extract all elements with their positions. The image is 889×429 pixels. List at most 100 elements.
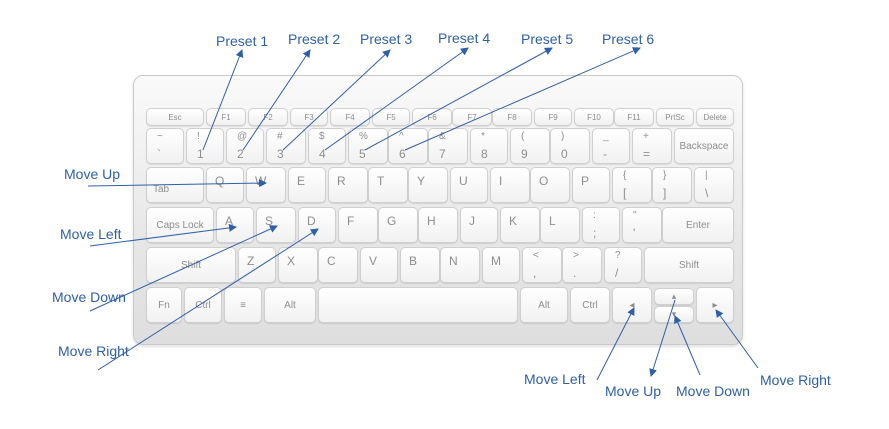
key-label: ` [157,147,161,161]
key-v: V [360,247,398,283]
key-label: Delete [703,113,727,122]
key-shift-symbol: ( [521,131,525,142]
bracket-right-key: }] [652,167,692,203]
arrow-down-key: ▾ [654,306,694,323]
equals-key: + = [632,128,672,164]
label-move-right-left: Move Right [58,343,129,359]
key-label: F1 [221,113,231,122]
key-label: S [265,214,274,228]
key-label: 4 [319,147,326,161]
label-move-up-left: Move Up [64,166,121,182]
key-label: Alt [284,300,296,311]
key-shift-symbol: ! [197,131,200,142]
key-shift-symbol: $ [319,131,325,142]
backtick-key: ~ ` [146,128,184,164]
key-label: PrtSc [665,113,685,122]
label-preset-4: Preset 4 [438,30,491,46]
arrow-preset-1 [202,49,244,151]
key-label: T [377,174,385,188]
key-label: ◂ [629,300,635,311]
key-t: T [368,167,408,203]
key-label: \ [705,186,709,200]
key-m: M [482,247,520,283]
backslash-key: | \ [694,167,734,203]
f9-key: F9 [534,108,572,126]
label-move-down-right: Move Down [676,383,750,399]
label-preset-3: Preset 3 [360,31,413,47]
key-label: M [491,254,501,268]
label-preset-1: Preset 1 [216,33,269,49]
label-move-left-right: Move Left [524,371,586,387]
key-k: K [500,207,540,243]
arrow-preset-3 [282,49,391,151]
key-shift-symbol: " [633,210,637,221]
key-label: = [643,147,651,161]
arrow-move-right-left [97,228,319,371]
key-label: Enter [686,220,710,231]
key-label: Tab [153,184,170,195]
arrow-preset-2 [242,49,311,151]
arrow-move-up-left [87,179,267,188]
right-alt-key: Alt [520,287,568,323]
key-2: @2 [226,128,264,164]
key-q: Q [206,167,244,203]
key-y: Y [408,167,448,203]
key-label: X [287,254,296,268]
key-label: 5 [359,147,366,161]
f10-key: F10 [574,108,614,126]
key-label: 0 [561,147,568,161]
key-label: [ [623,186,627,200]
key-shift-symbol: ? [615,250,621,261]
f8-key: F8 [492,108,532,126]
key-shift-symbol: % [359,131,368,142]
key-label: F7 [467,113,477,122]
key-9: (9 [510,128,550,164]
key-label: O [539,174,549,188]
key-label: F2 [263,113,273,122]
prtsc-key: PrtSc [656,108,694,126]
left-ctrl-key: Ctrl [184,287,222,323]
key-label: - [603,147,607,161]
key-label: V [369,254,378,268]
key-label: Y [417,174,426,188]
label-preset-2: Preset 2 [288,31,341,47]
key-n: N [440,247,480,283]
key-label: 9 [521,147,528,161]
arrow-move-right-right [715,309,759,369]
key-label: 3 [277,147,284,161]
key-j: J [460,207,498,243]
key-label: ] [663,186,667,200]
key-e: E [288,167,326,203]
f11-key: F11 [614,108,654,126]
key-label: 8 [481,147,488,161]
key-b: B [400,247,440,283]
key-7: & 7 [428,128,468,164]
key-label: Ctrl [582,300,598,311]
key-shift-symbol: ^ [399,131,404,142]
left-alt-key: Alt [264,287,316,323]
key-shift-symbol: < [533,250,539,261]
key-shift-symbol: { [623,170,627,181]
arrow-preset-6 [404,47,641,151]
key-o: O [530,167,570,203]
key-label: B [409,254,418,268]
arrow-move-down-left [89,225,278,312]
key-8: * 8 [470,128,508,164]
key-label: . [573,266,577,280]
key-s: S [256,207,296,243]
key-shift-symbol: > [573,250,579,261]
key-z: Z [238,247,276,283]
key-u: U [450,167,488,203]
key-l: L [540,207,580,243]
key-shift-symbol: & [439,131,446,142]
key-label: A [225,214,234,228]
key-label: C [327,254,336,268]
key-label: Fn [158,300,170,311]
key-label: F9 [548,113,558,122]
period-key: >. [562,247,602,283]
f5-key: F5 [372,108,410,126]
label-move-left-left: Move Left [60,226,122,242]
key-label: 2 [237,147,244,161]
key-label: ; [593,226,597,240]
